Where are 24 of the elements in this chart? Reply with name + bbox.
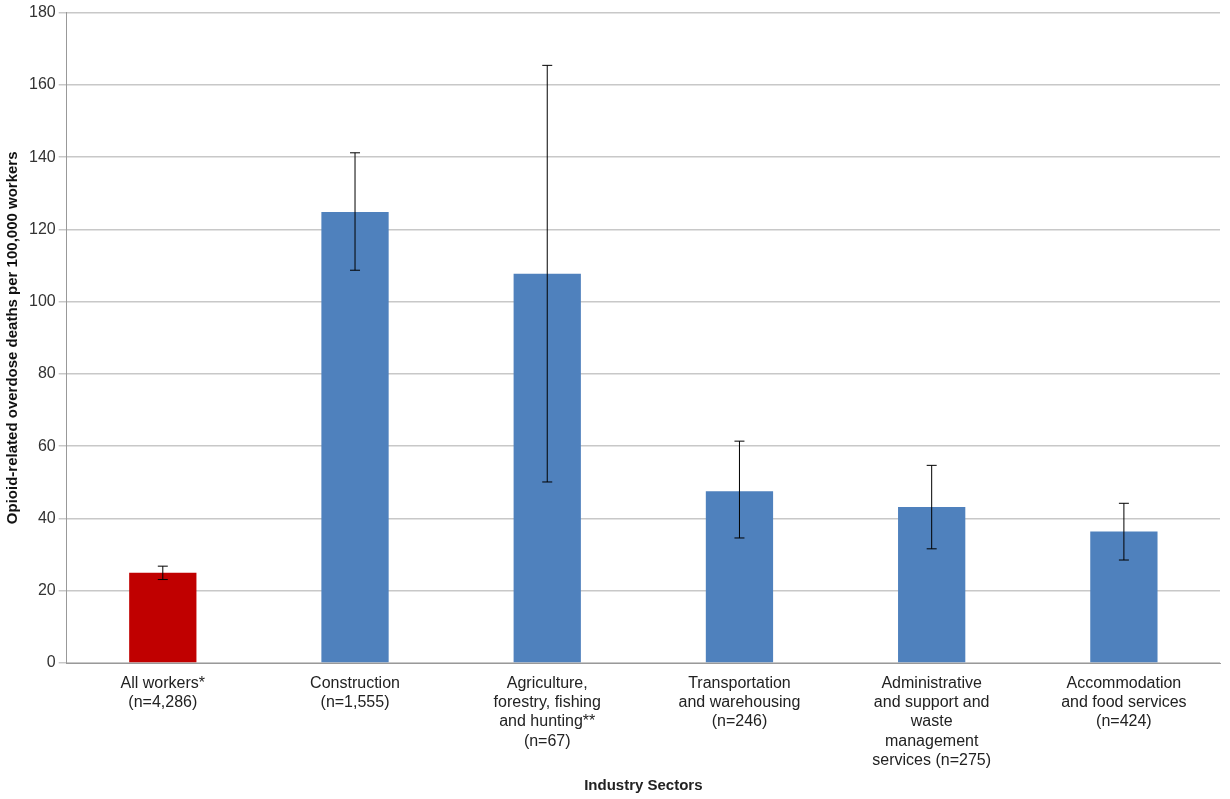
bar	[705, 491, 774, 663]
bar	[321, 212, 389, 663]
y-tick-label: 100	[28, 292, 56, 310]
y-tick-label: 40	[37, 508, 56, 526]
bar	[898, 506, 966, 663]
x-tick-label: Agriculture, forestry, fishing and hunting** (n=67)	[493, 674, 601, 749]
y-tick-label: 160	[28, 75, 56, 93]
x-axis-title: Industry Sectors	[584, 776, 703, 794]
bar	[129, 572, 197, 663]
y-tick-label: 60	[37, 436, 56, 454]
y-axis-title: Opioid-related overdose deaths per 100,000 workers	[3, 151, 21, 525]
bar	[1090, 531, 1158, 663]
x-tick-label: Accommodation and food services (n=424)	[1061, 674, 1187, 730]
x-tick-label: Administrative and support and waste management services (n=275)	[872, 674, 992, 768]
y-tick-label: 0	[46, 653, 56, 671]
y-tick-label: 180	[28, 3, 56, 21]
y-tick-label: 20	[37, 581, 56, 599]
y-tick-label: 140	[28, 147, 56, 165]
bar	[513, 273, 581, 663]
y-tick-label: 120	[28, 219, 56, 237]
x-tick-label: Construction (n=1,555)	[310, 674, 400, 711]
y-tick-label: 80	[37, 364, 56, 382]
x-tick-label: All workers* (n=4,286)	[120, 674, 206, 711]
x-tick-label: Transportation and warehousing (n=246)	[678, 674, 801, 730]
